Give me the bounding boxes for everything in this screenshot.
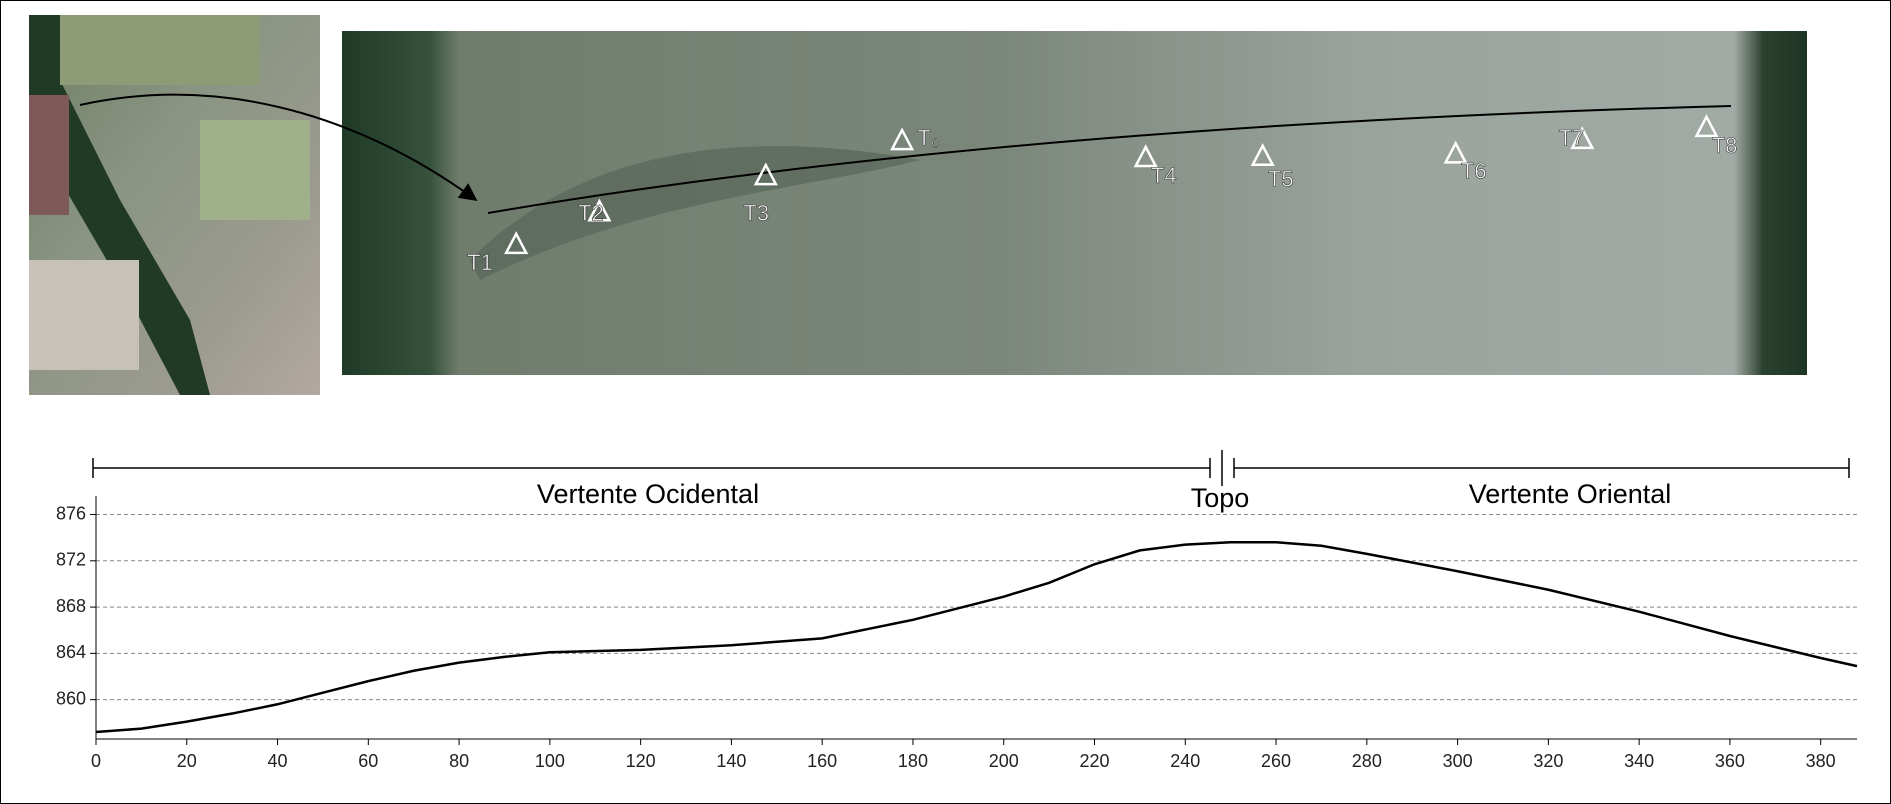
station-label: T8 — [1712, 133, 1738, 158]
station-label: T₀ — [917, 126, 940, 151]
x-tick-label: 20 — [177, 751, 197, 771]
x-tick-label: 160 — [807, 751, 837, 771]
x-tick-label: 120 — [626, 751, 656, 771]
x-tick-label: 360 — [1715, 751, 1745, 771]
station-marker — [890, 127, 915, 151]
station-marker — [1570, 126, 1595, 150]
x-tick-label: 220 — [1079, 751, 1109, 771]
small-map — [29, 15, 320, 395]
x-tick-label: 0 — [91, 751, 101, 771]
station-marker — [1443, 140, 1468, 164]
x-tick-label: 100 — [535, 751, 565, 771]
x-tick-label: 380 — [1806, 751, 1836, 771]
station-marker — [1250, 143, 1275, 167]
profile-line — [95, 541, 1858, 734]
station-label: T2 — [578, 200, 604, 225]
x-tick-label: 320 — [1533, 751, 1563, 771]
x-tick-label: 200 — [989, 751, 1019, 771]
x-tick-label: 140 — [716, 751, 746, 771]
station-marker — [587, 198, 612, 222]
station-marker — [1694, 114, 1719, 138]
y-tick-label: 876 — [56, 503, 86, 523]
x-tick-label: 40 — [268, 751, 288, 771]
station-label: T4 — [1151, 163, 1177, 188]
transect-line — [487, 105, 1732, 214]
y-tick-label: 864 — [56, 642, 86, 662]
x-tick-label: 260 — [1261, 751, 1291, 771]
arrow — [79, 93, 478, 202]
x-tick-label: 240 — [1170, 751, 1200, 771]
section-brackets — [92, 450, 1850, 486]
x-tick-label: 340 — [1624, 751, 1654, 771]
annotation: Topo — [1191, 483, 1250, 513]
station-label: T5 — [1268, 167, 1294, 192]
station-marker — [504, 231, 529, 255]
station-label: T3 — [743, 200, 769, 225]
station-label: T7 — [1559, 126, 1585, 151]
x-tick-label: 280 — [1352, 751, 1382, 771]
aerial-image — [342, 31, 1807, 375]
annotation: Vertente Ocidental — [537, 479, 759, 509]
station-label: T6 — [1461, 158, 1487, 183]
station-marker — [1133, 144, 1158, 168]
y-tick-label: 860 — [56, 688, 86, 708]
x-tick-label: 300 — [1443, 751, 1473, 771]
x-tick-label: 180 — [898, 751, 928, 771]
x-tick-label: 60 — [358, 751, 378, 771]
station-label: T1 — [467, 250, 493, 275]
y-tick-label: 868 — [56, 596, 86, 616]
annotation: Vertente Oriental — [1469, 479, 1672, 509]
station-marker — [753, 162, 778, 186]
y-tick-label: 872 — [56, 550, 86, 570]
x-tick-label: 80 — [449, 751, 469, 771]
